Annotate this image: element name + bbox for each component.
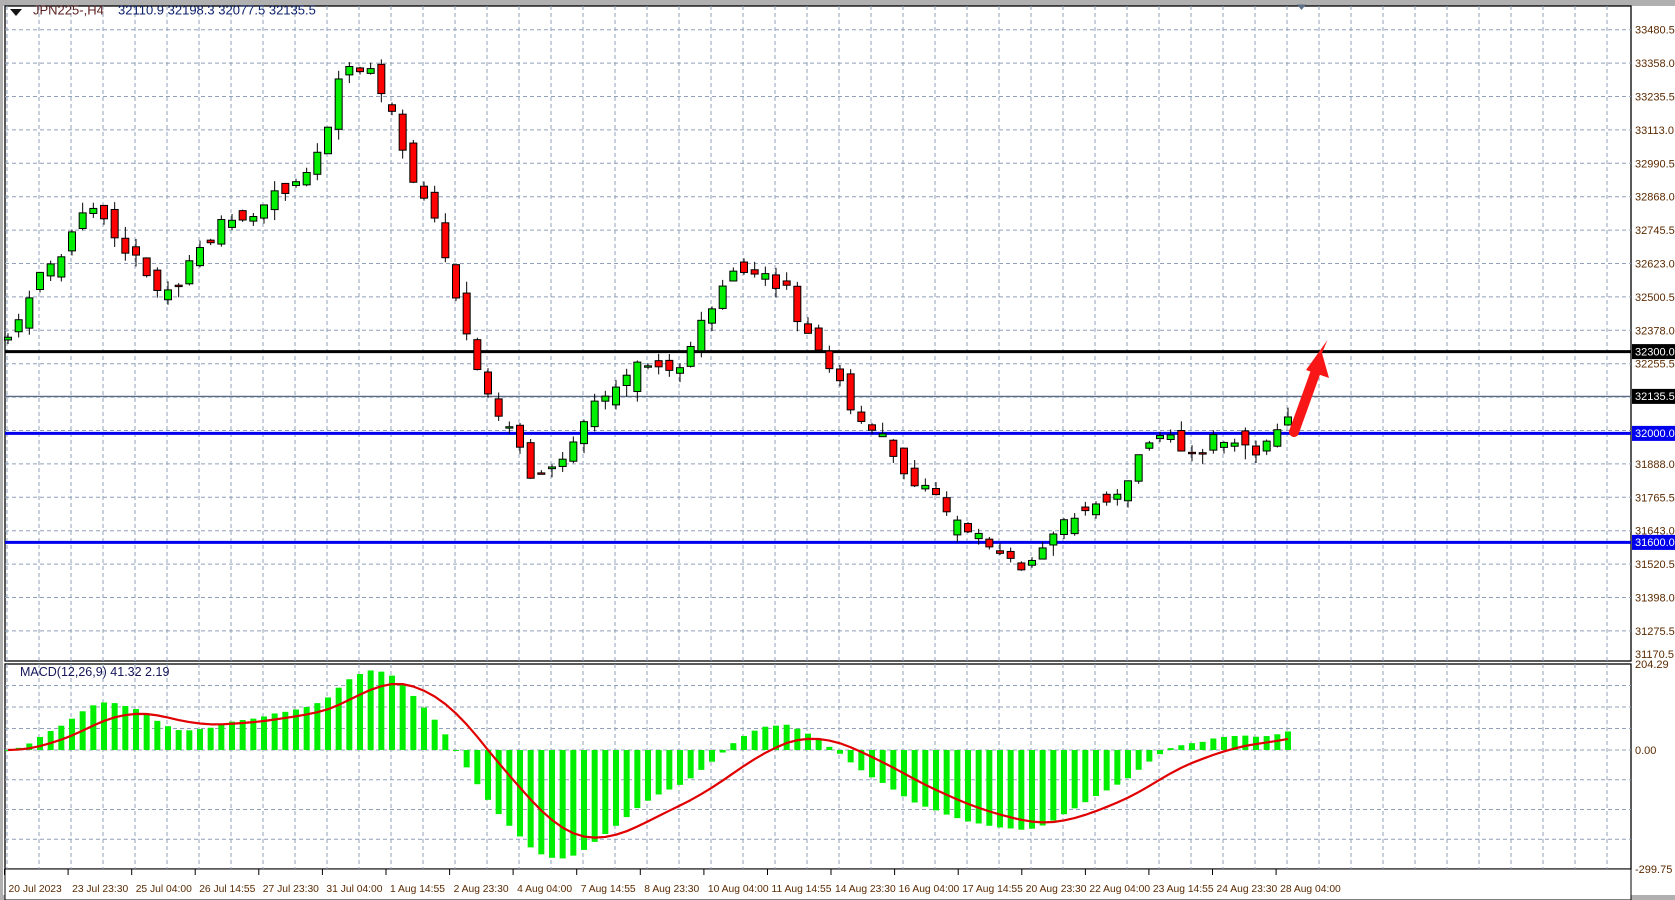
svg-text:MACD(12,26,9) 41.32 2.19: MACD(12,26,9) 41.32 2.19: [20, 665, 169, 679]
svg-text:23 Jul 23:30: 23 Jul 23:30: [72, 884, 128, 895]
svg-text:31600.0: 31600.0: [1635, 537, 1675, 549]
svg-text:0.00: 0.00: [1635, 745, 1656, 757]
svg-text:23 Aug 14:55: 23 Aug 14:55: [1153, 884, 1214, 895]
svg-text:27 Jul 23:30: 27 Jul 23:30: [263, 884, 319, 895]
svg-text:31 Jul 04:00: 31 Jul 04:00: [326, 884, 382, 895]
svg-text:32255.5: 32255.5: [1635, 359, 1675, 371]
svg-text:33480.5: 33480.5: [1635, 25, 1675, 37]
svg-text:JPN225-,H4: JPN225-,H4: [33, 3, 104, 18]
svg-text:32623.0: 32623.0: [1635, 259, 1675, 271]
svg-text:4 Aug 04:00: 4 Aug 04:00: [517, 884, 572, 895]
svg-text:33113.0: 33113.0: [1635, 125, 1674, 137]
svg-text:11 Aug 14:55: 11 Aug 14:55: [772, 884, 832, 895]
svg-text:33235.5: 33235.5: [1635, 92, 1675, 104]
svg-text:31520.5: 31520.5: [1635, 559, 1675, 571]
svg-text:204.29: 204.29: [1635, 659, 1669, 671]
svg-text:31398.0: 31398.0: [1635, 593, 1675, 605]
svg-text:16 Aug 04:00: 16 Aug 04:00: [899, 884, 960, 895]
svg-text:25 Jul 04:00: 25 Jul 04:00: [136, 884, 192, 895]
svg-text:32000.0: 32000.0: [1635, 428, 1675, 440]
svg-text:32135.5: 32135.5: [1635, 391, 1675, 403]
svg-text:31275.5: 31275.5: [1635, 626, 1675, 638]
svg-text:17 Aug 14:55: 17 Aug 14:55: [962, 884, 1023, 895]
svg-text:-299.75: -299.75: [1635, 864, 1672, 876]
svg-text:32500.5: 32500.5: [1635, 292, 1675, 304]
svg-text:20 Aug 23:30: 20 Aug 23:30: [1026, 884, 1087, 895]
svg-text:32868.0: 32868.0: [1635, 192, 1675, 204]
svg-text:33358.0: 33358.0: [1635, 58, 1675, 70]
svg-text:2 Aug 23:30: 2 Aug 23:30: [454, 884, 509, 895]
svg-text:32300.0: 32300.0: [1635, 346, 1675, 358]
svg-text:32990.5: 32990.5: [1635, 158, 1675, 170]
svg-text:20 Jul 2023: 20 Jul 2023: [9, 884, 63, 895]
svg-text:24 Aug 23:30: 24 Aug 23:30: [1217, 884, 1278, 895]
svg-text:1 Aug 14:55: 1 Aug 14:55: [390, 884, 445, 895]
svg-text:32378.0: 32378.0: [1635, 325, 1675, 337]
svg-text:32110.9 32198.3 32077.5 32135.: 32110.9 32198.3 32077.5 32135.5: [118, 3, 316, 18]
svg-text:31888.0: 31888.0: [1635, 459, 1675, 471]
svg-text:14 Aug 23:30: 14 Aug 23:30: [835, 884, 896, 895]
svg-text:8 Aug 23:30: 8 Aug 23:30: [644, 884, 699, 895]
svg-text:32745.5: 32745.5: [1635, 225, 1675, 237]
svg-text:26 Jul 14:55: 26 Jul 14:55: [199, 884, 255, 895]
svg-text:28 Aug 04:00: 28 Aug 04:00: [1280, 884, 1341, 895]
svg-text:31765.5: 31765.5: [1635, 492, 1675, 504]
svg-text:10 Aug 04:00: 10 Aug 04:00: [708, 884, 769, 895]
svg-text:7 Aug 14:55: 7 Aug 14:55: [581, 884, 636, 895]
svg-text:22 Aug 04:00: 22 Aug 04:00: [1089, 884, 1150, 895]
